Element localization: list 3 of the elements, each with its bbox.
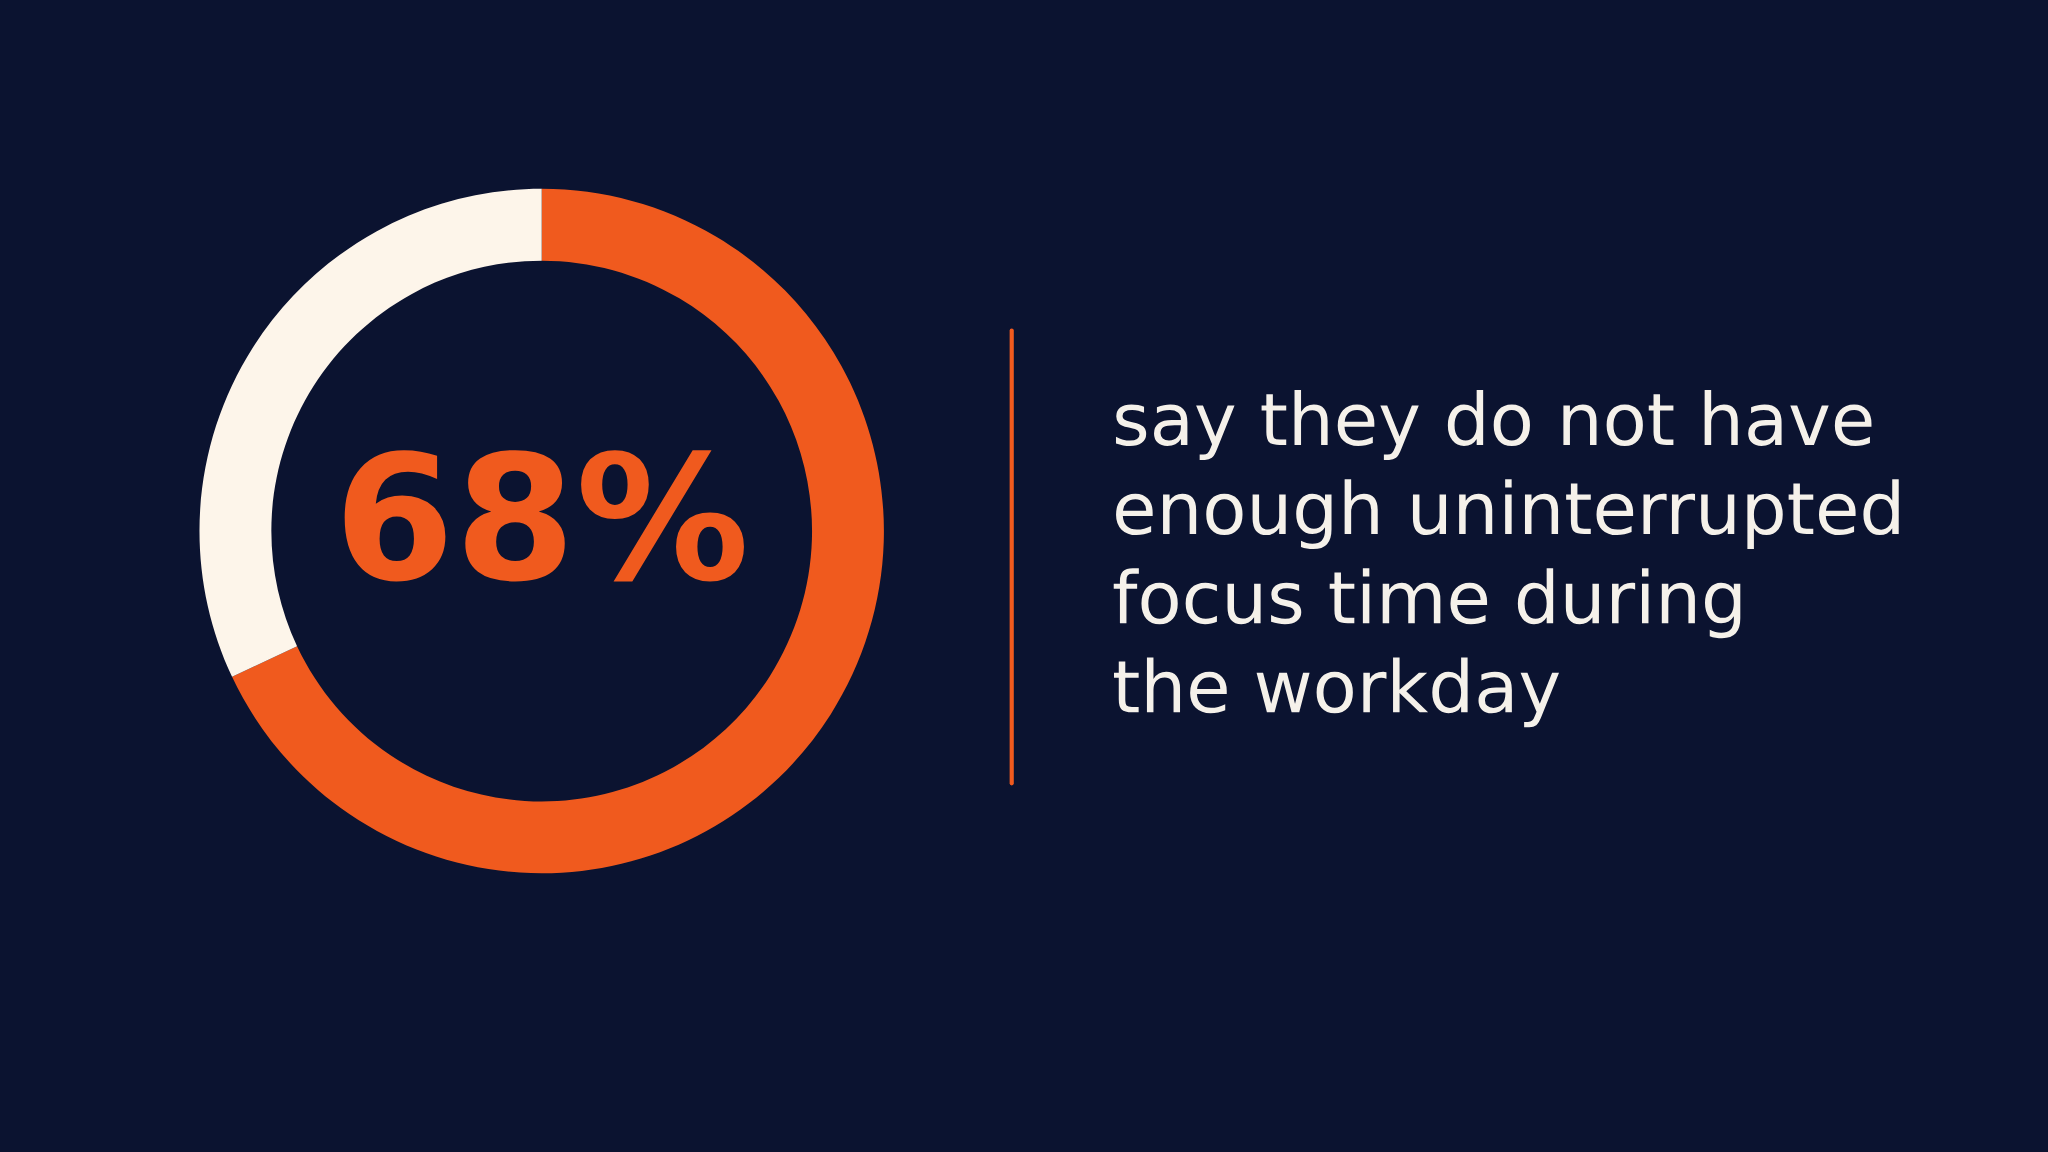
- text: say they do not have enough uninterrupted focus time during the workday: [1113, 390, 1899, 728]
- donut-slice: [232, 188, 884, 874]
- data-label: 68%: [344, 450, 744, 582]
